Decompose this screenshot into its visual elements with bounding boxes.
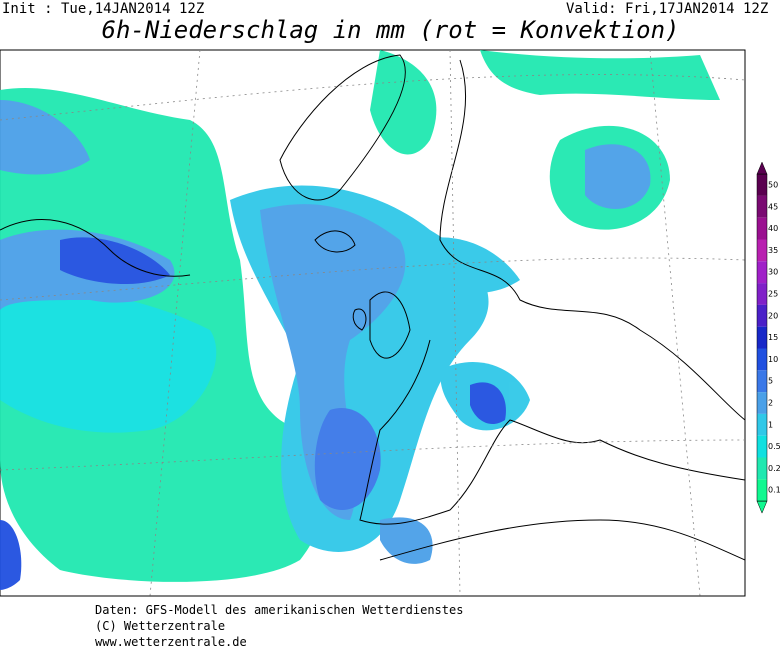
colorbar-label: 10 <box>768 355 778 364</box>
footer-data: Daten: GFS-Modell des amerikanischen Wet… <box>95 603 464 617</box>
map: 50 45 40 35 30 25 20 15 10 5 2 1 0.5 0.2 0.1 <box>0 49 781 597</box>
colorbar-swatch <box>757 435 767 458</box>
colorbar-label: 0.2 <box>768 464 781 473</box>
colorbar-arrow-bottom <box>756 500 768 514</box>
colorbar-label: 30 <box>768 268 778 277</box>
colorbar: 50 45 40 35 30 25 20 15 10 5 2 1 0.5 0.2 0.1 <box>756 161 781 514</box>
colorbar-swatch <box>757 195 767 218</box>
colorbar-label: 50 <box>768 181 778 190</box>
colorbar-label: 0.5 <box>768 442 781 451</box>
graticule <box>0 49 746 597</box>
colorbar-label: 2 <box>768 399 773 408</box>
colorbar-swatch <box>757 413 767 436</box>
colorbar-arrow-top <box>756 161 768 175</box>
init-time: Init : Tue,14JAN2014 12Z <box>2 1 205 17</box>
footer-copyright: (C) Wetterzentrale <box>95 619 226 633</box>
colorbar-label: 5 <box>768 377 773 386</box>
colorbar-label: 1 <box>768 420 773 429</box>
colorbar-label: 40 <box>768 224 778 233</box>
colorbar-swatch <box>757 283 767 305</box>
colorbar-label: 35 <box>768 246 778 255</box>
colorbar-label: 45 <box>768 202 778 211</box>
colorbar-swatch <box>757 392 767 414</box>
colorbar-outline <box>756 173 768 502</box>
colorbar-swatch <box>757 239 767 262</box>
colorbar-label: 15 <box>768 333 778 342</box>
footer-url: www.wetterzentrale.de <box>95 635 247 648</box>
colorbar-swatch <box>757 326 767 349</box>
colorbar-swatch <box>757 370 767 393</box>
colorbar-swatch <box>757 174 767 196</box>
colorbar-swatch <box>757 261 767 284</box>
valid-time: Valid: Fri,17JAN2014 12Z <box>566 1 769 17</box>
colorbar-swatch <box>757 304 767 327</box>
colorbar-swatch <box>757 217 767 240</box>
colorbar-label: 25 <box>768 290 778 299</box>
colorbar-label: 0.1 <box>768 486 781 495</box>
colorbar-swatch <box>757 479 767 502</box>
map-title: 6h-Niederschlag in mm (rot = Konvektion) <box>101 16 680 44</box>
precip-field <box>0 50 720 590</box>
colorbar-swatch <box>757 457 767 480</box>
colorbar-label: 20 <box>768 311 778 320</box>
colorbar-swatch <box>757 348 767 371</box>
